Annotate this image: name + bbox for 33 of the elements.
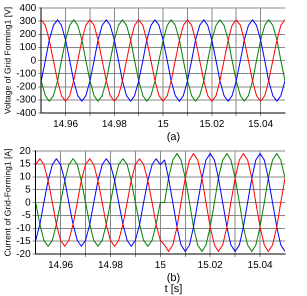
x-tick-label: 15.02 <box>199 118 225 130</box>
x-tick-label: 15.04 <box>248 260 274 271</box>
y-tick-label: 200 <box>20 29 37 40</box>
y-tick-label: 15 <box>20 158 32 170</box>
x-tick-label: 14.98 <box>98 260 124 271</box>
x-tick-label: 14.96 <box>53 118 79 130</box>
text: (a) <box>166 131 182 143</box>
y-tick-label: 20 <box>20 146 32 157</box>
y-tick-label: 300 <box>20 16 37 27</box>
x-tick-label: 15 <box>154 260 166 271</box>
y-tick-label: 0 <box>30 55 37 66</box>
y-tick-label: 400 <box>20 2 37 14</box>
text: (b) <box>166 272 182 284</box>
y-tick-label: -10 <box>16 223 32 234</box>
y-tick-label: -100 <box>16 68 37 80</box>
y-tick-label: 5 <box>25 184 32 196</box>
x-tick-label: 15.02 <box>198 260 224 271</box>
x-tick-label: 15.04 <box>248 118 274 130</box>
y-axis-title: Voltage of Grid Forming1 [V] <box>2 6 12 114</box>
y-tick-label: -20 <box>16 248 32 260</box>
x-tick-label: 14.96 <box>48 260 74 271</box>
y-axis-title: Current of Grid-Forming1 [A] <box>2 148 12 256</box>
x-tick-label: 14.98 <box>102 118 128 130</box>
y-tick-label: -300 <box>16 94 37 106</box>
y-tick-label: 10 <box>20 172 32 182</box>
y-tick-label: 100 <box>20 42 37 54</box>
x-axis-title: t [s] <box>164 283 184 295</box>
y-tick-label: 0 <box>25 197 32 208</box>
y-tick-label: -200 <box>16 82 37 92</box>
x-tick-label: 15 <box>158 118 170 130</box>
y-tick-label: -400 <box>16 108 37 119</box>
y-tick-label: -15 <box>16 236 32 247</box>
y-tick-label: -5 <box>22 210 32 222</box>
